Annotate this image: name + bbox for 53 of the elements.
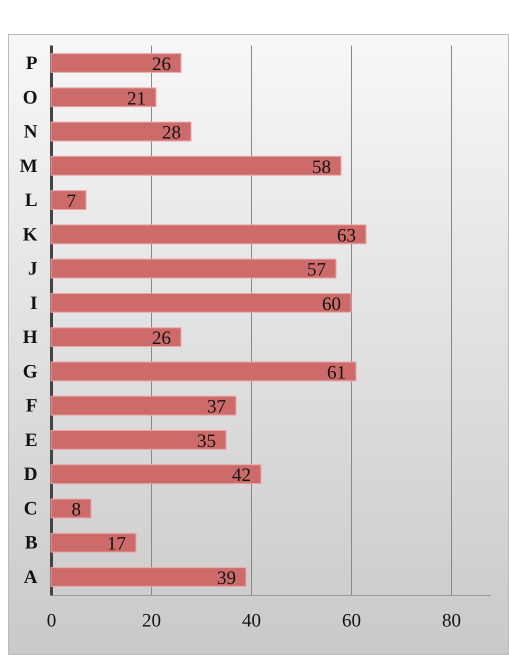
y-tick-label: A <box>24 567 38 588</box>
bar <box>50 53 182 73</box>
y-tick-label: G <box>22 361 38 382</box>
data-label: 28 <box>162 122 181 144</box>
data-label: 37 <box>207 396 226 418</box>
bar <box>50 327 182 348</box>
y-tick-label: O <box>22 87 38 108</box>
y-tick-label: N <box>24 122 38 143</box>
bar <box>50 396 236 416</box>
data-label: 35 <box>197 430 216 452</box>
data-label: 60 <box>322 294 341 315</box>
bar <box>50 567 246 587</box>
y-tick-label: F <box>26 396 38 417</box>
data-label: 8 <box>72 499 81 520</box>
bar <box>50 430 226 450</box>
data-label: 61 <box>327 362 346 384</box>
data-label: 17 <box>107 534 126 555</box>
bar <box>50 224 366 244</box>
x-tick-label: 20 <box>142 610 161 632</box>
data-label: 39 <box>217 568 236 590</box>
y-tick-label: M <box>20 156 38 177</box>
data-label: 21 <box>127 88 146 110</box>
bar <box>50 498 92 518</box>
bar <box>50 258 336 279</box>
y-tick-label: E <box>24 430 38 451</box>
data-label: 26 <box>152 328 171 350</box>
y-tick-label: H <box>22 327 38 348</box>
data-label: 26 <box>152 54 171 75</box>
bar <box>50 87 156 108</box>
y-tick-label: I <box>30 292 38 314</box>
y-tick-label: J <box>28 258 38 280</box>
x-tick-label: 80 <box>442 610 461 632</box>
y-tick-label: K <box>22 224 38 246</box>
data-label: 57 <box>307 260 326 281</box>
x-tick-label: 40 <box>242 610 261 632</box>
y-tick-label: B <box>24 532 38 554</box>
data-label: 42 <box>232 465 251 486</box>
y-tick-label: P <box>26 52 38 74</box>
bar <box>50 361 356 382</box>
y-tick-label: L <box>24 190 38 212</box>
bar <box>50 190 86 210</box>
data-label: 58 <box>312 156 331 178</box>
x-tick-label: 0 <box>46 610 56 632</box>
bar <box>50 464 262 484</box>
x-tick-label: 60 <box>342 610 361 632</box>
data-label: 7 <box>66 191 76 212</box>
y-tick-label: C <box>24 498 38 520</box>
bar <box>50 532 136 553</box>
bar <box>50 156 342 176</box>
data-label: 63 <box>337 225 356 246</box>
bar <box>50 292 352 313</box>
y-tick-label: D <box>24 464 38 486</box>
bar <box>50 122 192 142</box>
